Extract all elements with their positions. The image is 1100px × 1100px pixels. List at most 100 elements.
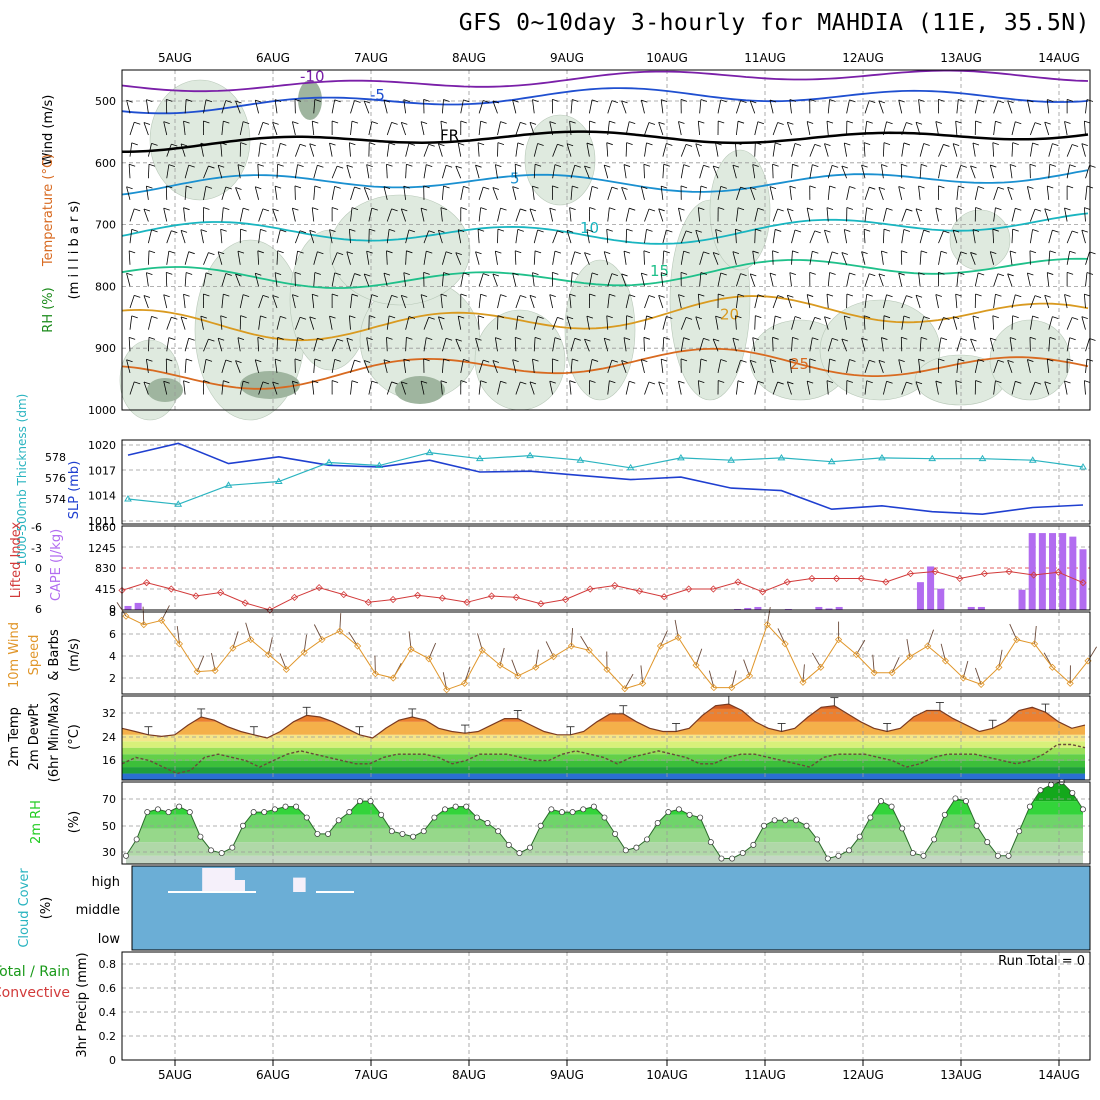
wind-barb-flag xyxy=(334,272,341,276)
wind-barb xyxy=(143,381,149,395)
wind-barb-flag xyxy=(777,208,784,212)
rh-point xyxy=(612,830,619,837)
wind-barb xyxy=(313,185,316,200)
temp-tick: 32 xyxy=(102,707,116,720)
wind-barb xyxy=(497,121,501,136)
rh-point xyxy=(686,811,693,818)
wind-barb-flag xyxy=(715,229,722,232)
rh-tick: 70 xyxy=(102,793,116,806)
wind-barb-flag xyxy=(406,250,413,254)
wind-barb-flag xyxy=(978,359,985,362)
wind-barb-flag xyxy=(126,99,133,103)
wind-barb-flag xyxy=(186,358,193,362)
ylabel-dewpt: 2m DewPt xyxy=(27,704,42,771)
wind-barb xyxy=(166,251,170,265)
wind-barb-flag xyxy=(260,228,267,232)
wind-barb-flag xyxy=(460,293,467,297)
wind-barb-flag xyxy=(750,186,757,190)
wind-barb-flag xyxy=(364,187,371,190)
wind-barb xyxy=(697,294,701,309)
wind-barb xyxy=(291,381,296,395)
rh-point xyxy=(792,817,799,824)
wind-barb-flag xyxy=(1066,358,1074,362)
precip-tick: 0.4 xyxy=(99,1006,117,1019)
wind-barb xyxy=(515,315,519,330)
wind-barb-10m xyxy=(545,641,554,657)
wind-barb-flag xyxy=(515,163,522,167)
wind-barb-flag xyxy=(943,144,950,147)
wind-barb-flag xyxy=(623,250,631,254)
wind-barb xyxy=(166,317,172,330)
wind-barb-flag xyxy=(257,250,264,254)
rh-point xyxy=(1069,789,1076,796)
wind-barb xyxy=(455,338,462,352)
wind-barb xyxy=(184,165,190,179)
wind-barb-flag xyxy=(864,315,871,319)
wind-barb-flag xyxy=(186,272,193,275)
wind-barb xyxy=(735,360,741,374)
thickness-point xyxy=(777,453,786,461)
ylabel-cloud-units: (%) xyxy=(39,897,54,920)
wind-speed-point xyxy=(425,655,433,663)
wind-barb xyxy=(935,121,939,136)
wind-barb-flag xyxy=(777,381,784,385)
wind-barb xyxy=(938,164,942,179)
wind-barb xyxy=(237,337,241,352)
wind-barb-flag xyxy=(1032,315,1039,319)
wind-barb-flag xyxy=(532,358,539,362)
wind-barb-flag xyxy=(735,142,742,146)
wind-barb-flag xyxy=(775,229,782,232)
wind-barb-10m xyxy=(708,670,715,688)
wind-barb xyxy=(640,99,645,114)
wind-barb-flag xyxy=(940,250,948,254)
wind-barb-flag xyxy=(440,207,448,211)
wind-barb xyxy=(660,359,664,373)
wind-barb xyxy=(570,272,573,287)
wind-barb xyxy=(1048,164,1051,179)
wind-barb xyxy=(864,360,870,374)
wind-speed-point xyxy=(959,674,967,682)
wind-barb xyxy=(843,315,848,330)
rh-point xyxy=(750,841,757,848)
wind-barb-flag xyxy=(383,272,391,276)
wind-barb xyxy=(423,230,430,244)
lifted-index-point xyxy=(364,598,372,606)
wind-barb xyxy=(221,380,224,395)
isotherm-label: 15 xyxy=(650,262,669,280)
wind-barb xyxy=(1046,359,1050,373)
wind-barb-10m xyxy=(1087,646,1098,662)
thickness-tick: 574 xyxy=(45,493,66,506)
wind-barb xyxy=(1085,338,1090,352)
wind-barb-flag xyxy=(604,164,611,168)
lifted-index-point xyxy=(882,578,890,586)
wind-barb xyxy=(863,315,866,330)
wind-barb xyxy=(1007,360,1013,374)
wind-barb-flag xyxy=(621,187,628,190)
lifted-index-point xyxy=(438,594,446,602)
rh-point xyxy=(452,803,459,810)
isotherm-label: 25 xyxy=(790,355,809,373)
wind-barb-flag xyxy=(604,337,611,341)
wind-barb-flag xyxy=(740,359,747,363)
wind-barb xyxy=(791,229,796,244)
wind-barb-flag xyxy=(495,337,502,341)
date-label-top: 12AUG xyxy=(842,51,884,65)
wind-barb-flag xyxy=(586,229,594,232)
wind-barb-flag xyxy=(626,228,633,232)
wind-barb-flag xyxy=(829,358,836,362)
wind-barb-flag xyxy=(237,337,245,341)
rh-point xyxy=(548,806,555,813)
wind-barb-flag xyxy=(1084,120,1091,124)
wind-barb-flag xyxy=(336,165,344,169)
wind-barb-flag xyxy=(349,142,356,146)
thickness-point xyxy=(1079,463,1087,470)
ylabel-temp-units: (°C) xyxy=(67,724,82,750)
temp-band xyxy=(122,760,1085,768)
wind-barb xyxy=(882,381,887,395)
wind-barb-flag xyxy=(146,99,153,103)
wind-barb xyxy=(772,229,776,244)
wind-barb xyxy=(512,186,517,200)
wind-barb xyxy=(658,295,664,309)
wind-speed-point xyxy=(175,640,184,648)
